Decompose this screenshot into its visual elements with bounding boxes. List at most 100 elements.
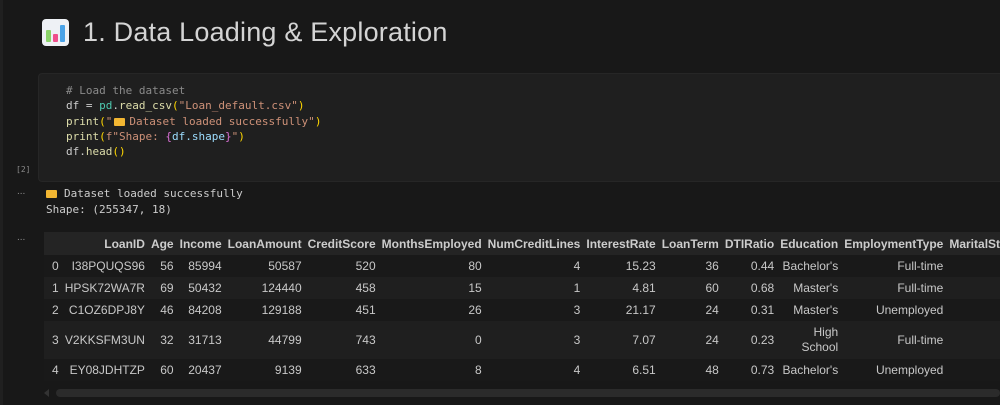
table-cell [949, 299, 1000, 321]
table-cell: 633 [307, 359, 382, 381]
markdown-heading: 1. Data Loading & Exploration [42, 12, 448, 52]
table-cell [949, 321, 1000, 359]
row-index: 4 [44, 359, 65, 381]
table-cell: 0.31 [724, 299, 781, 321]
table-cell: 32 [150, 321, 180, 359]
code-token: ( [171, 99, 179, 113]
table-cell: 124440 [227, 277, 308, 299]
table-cell: 31713 [179, 321, 228, 359]
table-cell: 69 [150, 277, 180, 299]
table-cell: 15.23 [586, 255, 662, 277]
row-index: 2 [44, 299, 65, 321]
table-cell: 24 [661, 299, 725, 321]
column-header: LoanAmount [227, 232, 308, 255]
table-row: 2 C1OZ6DPJ8Y 46 84208 129188 451 26 3 21.17 24 0.3… [44, 299, 1000, 321]
code-token: " [231, 129, 239, 143]
table-cell: 20437 [179, 359, 228, 381]
code-token: () [112, 145, 126, 159]
output-line: Dataset loaded successfully [64, 187, 243, 200]
column-header: Income [179, 232, 228, 255]
table-cell: I38PQUQS96 [64, 255, 151, 277]
table-cell: 24 [661, 321, 725, 359]
column-header: CreditScore [307, 232, 382, 255]
output-menu-button[interactable]: ... [17, 186, 26, 197]
table-cell [949, 277, 1000, 299]
table-cell: 60 [150, 359, 180, 381]
code-token: } [224, 129, 232, 143]
table-cell: 129188 [227, 299, 308, 321]
dataframe-table: LoanID Age Income LoanAmount CreditScore Mont… [44, 232, 1000, 381]
code-cell[interactable] [38, 73, 1000, 182]
table-cell [949, 255, 1000, 277]
table-cell: Full-time [844, 277, 950, 299]
table-cell: 520 [307, 255, 382, 277]
page-title: 1. Data Loading & Exploration [83, 16, 448, 47]
code-token: " [105, 114, 113, 128]
column-header: LoanID [64, 232, 151, 255]
code-token: print [66, 114, 100, 128]
table-cell: 3 [487, 321, 587, 359]
cell-output: Dataset loaded successfully Shape: (2553… [46, 186, 243, 218]
table-cell: 0.23 [724, 321, 781, 359]
code-token: ) [297, 99, 305, 113]
code-token: ) [314, 114, 322, 128]
table-cell: 9139 [227, 359, 308, 381]
column-header [44, 232, 65, 255]
table-cell: 7.07 [586, 321, 662, 359]
table-cell: 60 [661, 277, 725, 299]
row-index: 0 [44, 255, 65, 277]
row-index: 3 [44, 321, 65, 359]
table-cell: 26 [381, 299, 488, 321]
table-cell [949, 359, 1000, 381]
code-token: df. [66, 145, 86, 159]
bar-chart-icon [42, 18, 69, 46]
table-cell: 6.51 [586, 359, 662, 381]
code-token: f"Shape: [105, 129, 166, 143]
scrollbar-thumb[interactable] [56, 389, 1000, 397]
table-cell: Bachelor's [780, 255, 845, 277]
table-row: 4 EY08JDHTZP 60 20437 9139 633 8 4 6.51 48 0.73 Bac… [44, 359, 1000, 381]
table-cell: 451 [307, 299, 382, 321]
code-token: pd [99, 99, 113, 113]
column-header: NumCreditLines [487, 232, 587, 255]
code-comment: # Load the dataset [66, 84, 186, 97]
scroll-left-icon[interactable] [44, 389, 49, 397]
code-token: head [85, 145, 113, 159]
table-cell: 8 [381, 359, 488, 381]
left-gutter [0, 0, 3, 405]
table-cell: 1 [487, 277, 587, 299]
table-cell: High School [780, 321, 845, 359]
horizontal-scrollbar[interactable] [44, 388, 1000, 398]
table-cell: C1OZ6DPJ8Y [64, 299, 151, 321]
execution-count: [2] [16, 165, 31, 174]
table-cell: 743 [307, 321, 382, 359]
column-header: DTIRatio [724, 232, 781, 255]
table-cell: 48 [661, 359, 725, 381]
table-output-menu-button[interactable]: ... [17, 232, 26, 243]
table-cell: Full-time [844, 321, 950, 359]
table-row: 3 V2KKSFM3UN 32 31713 44799 743 0 3 7.07 24 0.23 Hi… [44, 321, 1000, 359]
table-cell: Unemployed [844, 299, 950, 321]
code-editor[interactable]: # Load the dataset df = pd.read_csv("Loa… [66, 83, 321, 159]
code-token: { [165, 129, 172, 143]
table-cell: 44799 [227, 321, 308, 359]
column-header: MaritalStatus [949, 232, 1000, 255]
column-header: LoanTerm [661, 232, 725, 255]
table-header-row: LoanID Age Income LoanAmount CreditScore Mont… [44, 232, 1000, 255]
table-cell: EY08JDHTZP [64, 359, 151, 381]
table-cell: 0 [381, 321, 488, 359]
column-header: InterestRate [586, 232, 662, 255]
column-header: MonthsEmployed [381, 232, 488, 255]
table-cell: Master's [780, 299, 845, 321]
table-cell: Unemployed [844, 359, 950, 381]
code-token: df.shape [171, 129, 225, 143]
code-token: df = [66, 99, 100, 113]
table-cell: 50432 [179, 277, 228, 299]
table-cell: Master's [780, 277, 845, 299]
table-cell: 46 [150, 299, 180, 321]
folder-icon [114, 117, 126, 126]
code-token: ( [99, 114, 106, 128]
code-token: ( [99, 129, 106, 143]
table-cell: Full-time [844, 255, 950, 277]
code-token: print [66, 129, 100, 143]
